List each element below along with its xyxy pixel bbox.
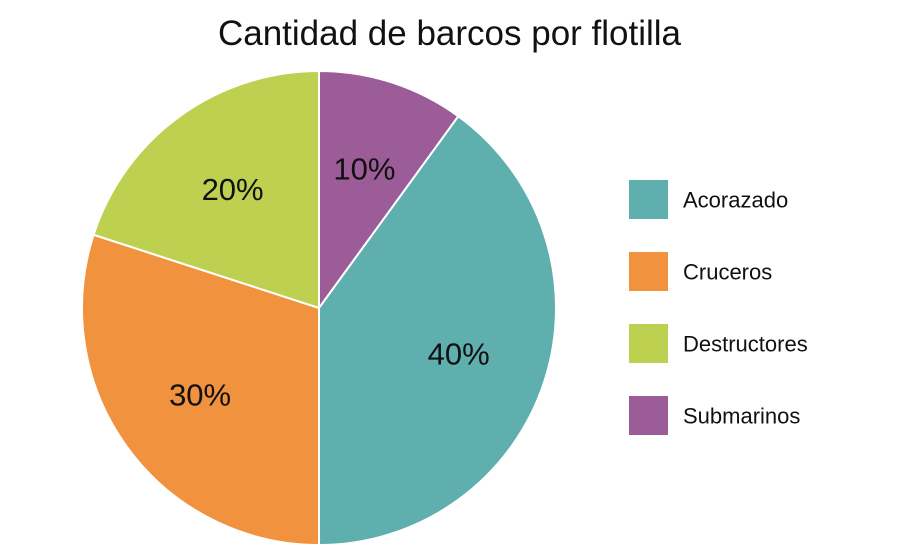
pie-slice-cruceros [81, 233, 320, 546]
chart-title: Cantidad de barcos por flotilla [217, 14, 682, 53]
legend: Acorazado Cruceros Destructores Submarinos [629, 180, 808, 435]
legend-label-cruceros: Cruceros [683, 260, 772, 285]
pie-slice-submarinos [318, 70, 460, 309]
data-label-destructores: 20% [202, 172, 264, 207]
data-label-cruceros: 30% [169, 377, 231, 412]
legend-swatch-submarinos [629, 396, 668, 435]
legend-swatch-acorazado [629, 180, 668, 219]
pie-slice-acorazado [318, 115, 557, 546]
legend-label-acorazado: Acorazado [683, 188, 788, 213]
data-label-submarinos: 10% [333, 151, 395, 186]
data-labels-layer: 10% 40% 30% 20% [169, 151, 490, 412]
data-label-acorazado: 40% [428, 336, 490, 371]
legend-swatch-cruceros [629, 252, 668, 291]
pie-slice-destructores [92, 70, 320, 309]
slices-layer [81, 70, 557, 546]
legend-label-destructores: Destructores [683, 332, 808, 357]
legend-label-submarinos: Submarinos [683, 404, 800, 429]
legend-swatch-destructores [629, 324, 668, 363]
